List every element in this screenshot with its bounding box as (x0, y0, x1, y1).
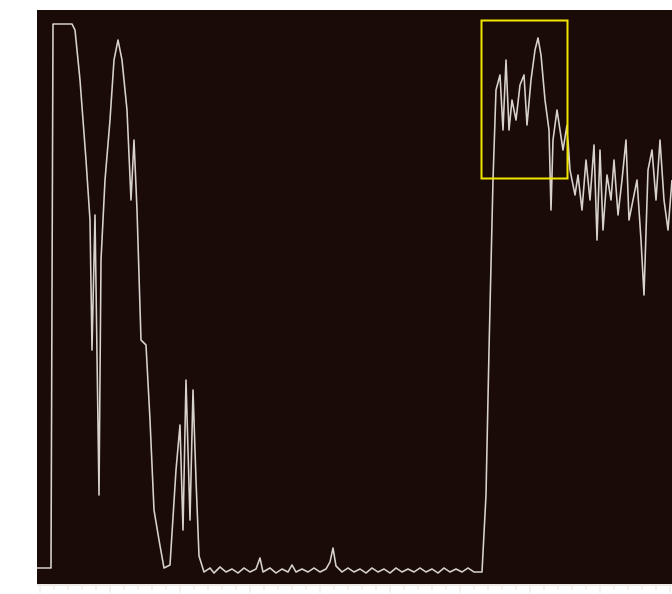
scope-screen (0, 0, 672, 594)
ruler (40, 585, 670, 593)
page: (() => { const data = JSON.parse(documen… (0, 0, 672, 594)
screen-background (37, 10, 672, 584)
